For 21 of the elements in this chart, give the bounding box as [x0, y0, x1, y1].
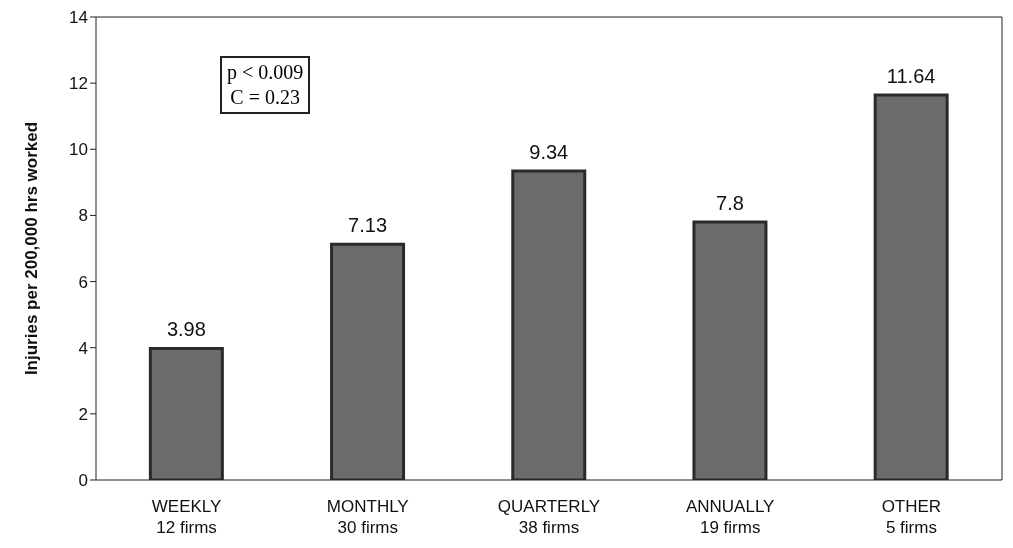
x-tick-label: QUARTERLY 38 firms: [497, 497, 601, 537]
data-label: 7.13: [348, 214, 388, 237]
annotation: C = 0.23: [229, 85, 301, 110]
x-tick-label: MONTHLY 30 firms: [326, 497, 409, 537]
data-label: 9.34: [529, 141, 569, 164]
x-tick-label: WEEKLY 12 firms: [151, 497, 222, 537]
y-tick-label: 2: [78, 404, 88, 424]
data-label: 3.98: [166, 318, 206, 341]
data-label: 11.64: [886, 65, 936, 88]
y-tick-label: 0: [78, 471, 88, 491]
annotation: p < 0.009: [227, 60, 304, 85]
y-tick-label: 10: [69, 140, 88, 160]
y-tick-label: 4: [78, 338, 88, 358]
y-tick-label: 6: [78, 272, 88, 292]
x-tick-label: OTHER 5 firms: [881, 497, 942, 537]
y-tick-label: 12: [69, 74, 88, 94]
x-tick-label: ANNUALLY 19 firms: [685, 497, 775, 537]
y-axis-title: Injuries per 200,000 hrs worked: [22, 121, 42, 376]
y-tick-label: 8: [78, 206, 88, 226]
data-label: 7.8: [716, 192, 744, 215]
y-tick-label: 14: [69, 8, 88, 28]
